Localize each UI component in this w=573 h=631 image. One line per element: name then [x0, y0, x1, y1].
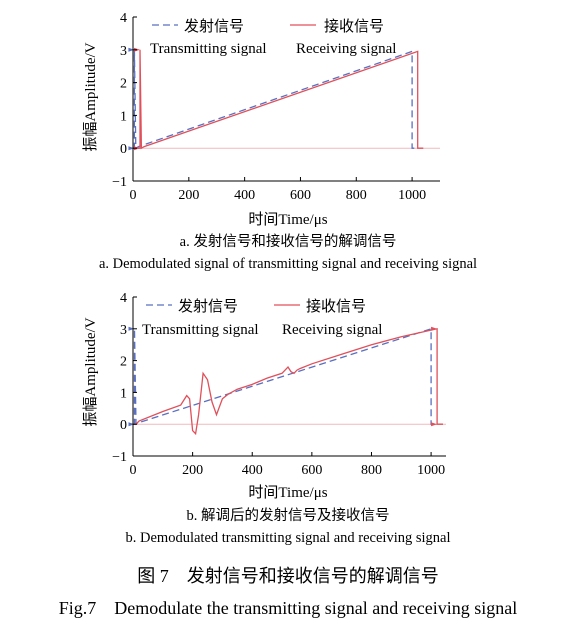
chart-a-plot	[128, 47, 424, 151]
chart-b-plot	[128, 326, 443, 436]
chart-b-ytick-label: 0	[120, 418, 127, 433]
chart-b-caption-cn: b. 解调后的发射信号及接收信号	[187, 507, 390, 524]
chart-a-ytick-label: 2	[120, 77, 127, 92]
chart-b-ytick-label: 1	[120, 386, 127, 401]
chart-b-series-transmit-peak-marker	[128, 326, 135, 331]
chart-a-caption-en: a. Demodulated signal of transmitting si…	[99, 256, 477, 272]
chart-a-xlabel: 时间Time/μs	[248, 211, 327, 228]
chart-a-legend-rx-label-en: Receiving signal	[296, 41, 396, 57]
chart-a-series-transmit-line	[133, 49, 418, 150]
chart-b-legend-tx-label: 发射信号	[178, 298, 238, 315]
chart-b-ylabel: 振幅Amplitude/V	[82, 317, 99, 426]
chart-a-caption-cn: a. 发射信号和接收信号的解调信号	[180, 233, 397, 250]
chart-b-xtick-label: 400	[242, 463, 263, 478]
chart-b-xtick-label: 200	[182, 463, 203, 478]
chart-b-xtick-label: 600	[301, 463, 322, 478]
chart-b-series-receive-base-marker	[431, 422, 438, 427]
chart-b-ytick-label: 2	[120, 355, 127, 370]
chart-a-legend-tx-label-en: Transmitting signal	[150, 41, 267, 57]
chart-b-legend-rx-label-en: Receiving signal	[282, 322, 382, 338]
chart-b-xtick-label: 0	[130, 463, 137, 478]
chart-b-legend: 发射信号 Transmitting signal 接收信号 Receiving …	[142, 298, 382, 338]
chart-a-legend-rx-label: 接收信号	[324, 18, 384, 35]
chart-a-ytick-label: 1	[120, 109, 127, 124]
chart-a-legend: 发射信号 Transmitting signal 接收信号 Receiving …	[150, 18, 396, 57]
chart-a-ytick-label: 0	[120, 142, 127, 157]
chart-a-xtick-label: 400	[234, 188, 255, 203]
chart-b-xlabel: 时间Time/μs	[248, 484, 327, 501]
figure-title-cn: 图 7 发射信号和接收信号的解调信号	[137, 566, 439, 586]
chart-b-legend-tx-label-en: Transmitting signal	[142, 322, 259, 338]
chart-a-series-transmit-peak-marker	[128, 47, 135, 52]
chart-a-xtick-label: 1000	[398, 188, 426, 203]
chart-b-xtick-label: 800	[361, 463, 382, 478]
chart-b-ytick-label: 3	[120, 323, 127, 338]
chart-a-series-receive-line	[133, 49, 424, 150]
chart-b-caption-en: b. Demodulated transmitting signal and r…	[126, 530, 451, 546]
chart-a-ytick-label: 4	[120, 11, 127, 26]
chart-a-ylabel: 振幅Amplitude/V	[82, 42, 99, 151]
chart-a-series-transmit-base-marker	[128, 146, 135, 151]
chart-a-ytick-label: −1	[112, 175, 127, 190]
chart-b-ytick-label: 4	[120, 291, 127, 306]
chart-a-xtick-label: 800	[346, 188, 367, 203]
chart-b-series-receive-peak-marker	[431, 326, 438, 331]
chart-a-ytick-label: 3	[120, 44, 127, 59]
chart-a-xtick-label: 600	[290, 188, 311, 203]
chart-b-legend-rx-label: 接收信号	[306, 298, 366, 315]
chart-b-series-transmit-line	[133, 327, 438, 426]
chart-a-xtick-label: 0	[130, 188, 137, 203]
chart-b-ytick-label: −1	[112, 450, 127, 465]
chart-b-xtick-label: 1000	[417, 463, 445, 478]
chart-b-series-transmit-base-marker	[128, 422, 135, 427]
figure-title-en: Fig.7 Demodulate the transmitting signal…	[59, 598, 517, 618]
chart-a-xtick-label: 200	[178, 188, 199, 203]
chart-a-legend-tx-label: 发射信号	[184, 18, 244, 35]
chart-b-series-receive-line	[133, 327, 443, 436]
